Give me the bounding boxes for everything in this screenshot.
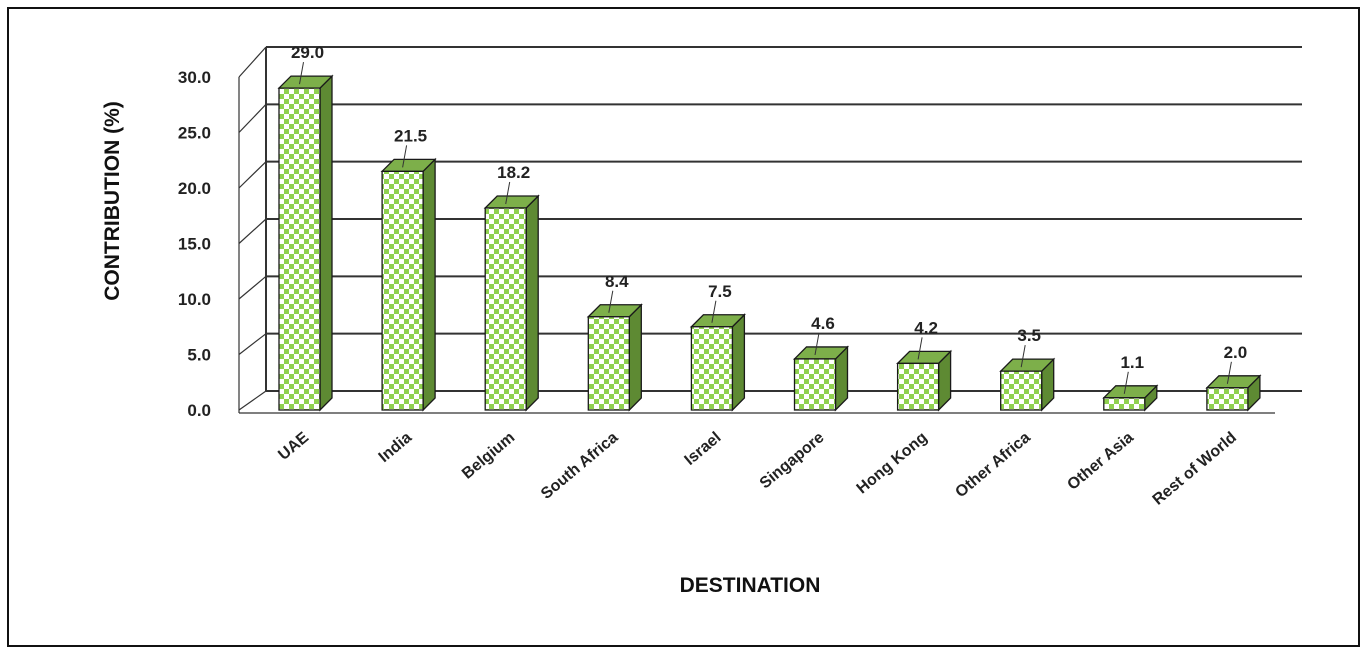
data-label: 29.0 xyxy=(291,43,324,62)
category-label: Other Africa xyxy=(952,429,1033,501)
category-label: Belgium xyxy=(459,429,518,483)
chart-frame: 29.0 21.5 18.2 8.4 7.5 4.6 4.2 3.5 1.1 2.0 0.0 5.0… xyxy=(7,7,1360,647)
data-label: 18.2 xyxy=(497,163,530,182)
category-label: Singapore xyxy=(757,429,828,492)
bar-side xyxy=(525,194,539,412)
bar xyxy=(380,157,437,412)
category-label: Israel xyxy=(682,429,725,469)
y-tick-label: 20.0 xyxy=(178,179,211,198)
data-label-leader xyxy=(814,332,820,356)
data-label: 7.5 xyxy=(708,282,732,301)
data-label-leader xyxy=(299,62,304,85)
y-tick-label: 0.0 xyxy=(187,401,211,420)
data-label-leader xyxy=(608,290,614,313)
gridlines xyxy=(238,46,1302,414)
bar xyxy=(792,345,850,412)
data-labels: 29.0 21.5 18.2 8.4 7.5 4.6 4.2 3.5 1.1 2.0 xyxy=(291,43,1247,394)
category-label: India xyxy=(376,429,416,466)
bar xyxy=(483,194,540,412)
data-label-leader xyxy=(402,145,408,168)
data-label: 2.0 xyxy=(1224,343,1248,362)
gridline-side xyxy=(238,218,267,244)
bar-side xyxy=(628,303,642,412)
data-label: 3.5 xyxy=(1017,326,1041,345)
category-label: Other Asia xyxy=(1064,429,1137,494)
gridline-side xyxy=(238,103,267,133)
y-tick-label: 15.0 xyxy=(178,235,211,254)
bar-front xyxy=(1000,370,1043,411)
bar xyxy=(1102,384,1159,412)
data-label: 21.5 xyxy=(394,126,427,145)
bar-front xyxy=(278,87,321,411)
y-tick-label: 30.0 xyxy=(178,68,211,87)
bar-side xyxy=(731,313,746,412)
bar xyxy=(1205,374,1262,412)
x-axis-title: DESTINATION xyxy=(680,574,821,597)
category-label: Rest of World xyxy=(1150,429,1240,509)
bar xyxy=(689,313,746,412)
gridline-side xyxy=(238,390,267,411)
bar-front xyxy=(484,207,527,411)
data-label-leader xyxy=(711,300,717,323)
gridline-side xyxy=(238,275,267,300)
bar xyxy=(277,74,334,412)
bar xyxy=(586,303,643,412)
category-label: UAE xyxy=(275,429,312,464)
data-label-leader xyxy=(917,337,923,360)
bars xyxy=(277,74,1262,412)
y-tick-label: 10.0 xyxy=(178,290,211,309)
bar-front xyxy=(896,362,940,411)
gridline-side xyxy=(238,333,267,355)
bar-front xyxy=(1206,387,1249,411)
bar-front xyxy=(690,326,734,411)
y-axis-ticks: 0.0 5.0 10.0 15.0 20.0 25.0 30.0 xyxy=(178,68,211,420)
bar-chart: 29.0 21.5 18.2 8.4 7.5 4.6 4.2 3.5 1.1 2.0 0.0 5.0… xyxy=(101,43,1302,597)
data-label-leader xyxy=(1123,371,1129,394)
x-axis-categories: UAE India Belgium South Africa Israel Singapo… xyxy=(275,429,1240,509)
gridline-side xyxy=(238,161,267,189)
data-label: 4.6 xyxy=(811,314,835,333)
data-label: 1.1 xyxy=(1120,353,1144,372)
bar-front xyxy=(1103,397,1146,411)
data-label-leader xyxy=(505,181,511,205)
category-label: South Africa xyxy=(538,429,621,503)
data-label-leader xyxy=(1020,345,1026,368)
gridline-side xyxy=(238,46,267,78)
bar-front xyxy=(381,170,424,411)
bar-front xyxy=(587,316,630,411)
bar-side xyxy=(422,157,436,412)
bar-front xyxy=(793,358,837,411)
data-label: 4.2 xyxy=(914,318,938,337)
data-label: 8.4 xyxy=(605,272,629,291)
category-label: Hong Kong xyxy=(854,429,931,497)
data-label-leader xyxy=(1226,361,1232,384)
bar xyxy=(896,349,953,412)
y-tick-label: 25.0 xyxy=(178,124,211,143)
y-axis-title: CONTRIBUTION (%) xyxy=(101,101,124,300)
y-tick-label: 5.0 xyxy=(187,346,211,365)
bar xyxy=(999,357,1056,412)
bar-side xyxy=(319,74,333,412)
